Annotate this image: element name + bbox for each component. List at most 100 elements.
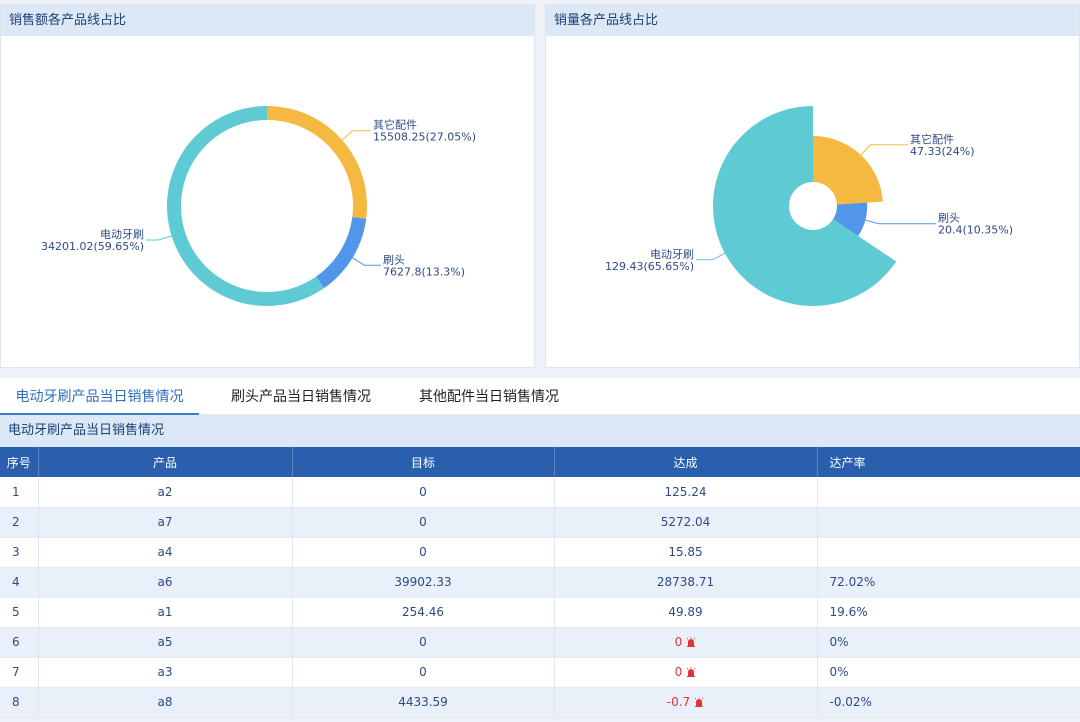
row-achieved: 28738.71 [554,567,818,598]
left-slice-name-1: 刷头 [383,253,405,266]
sales-amount-title: 销售额各产品线占比 [1,5,534,36]
tab-toothbrush[interactable]: 电动牙刷产品当日销售情况 [0,378,199,415]
left-slice-1[interactable] [316,217,367,289]
row-target-text: 0 [419,484,427,499]
row-product-text: a1 [157,605,173,619]
row-product: a4 [38,537,293,568]
row-target: 0 [292,477,555,508]
row-achieved-text: 28738.71 [656,575,715,589]
row-index: 2 [0,507,39,538]
row-index: 4 [0,567,39,598]
table-row[interactable]: 7 a3 0 0 0% [0,657,1080,688]
row-index: 8 [0,687,39,718]
table-row[interactable]: 4 a6 39902.33 28738.71 72.02% [0,567,1080,598]
sales-volume-title: 销量各产品线占比 [546,5,1079,36]
row-product-text: a4 [157,545,173,559]
row-achieved-text: 125.24 [664,484,707,499]
row-index: 3 [0,537,39,568]
row-achieved: 15.85 [554,537,818,568]
row-achieved: 0 [554,657,818,688]
header-rate[interactable]: 达产率 [817,447,1080,477]
tab-other-accessories[interactable]: 其他配件当日销售情况 [419,389,559,405]
sales-table: 序号 产品 目标 达成 达产率 1 a2 0 125.24 2 a7 0 5272.04 3 a4… [0,447,1080,718]
table-row[interactable]: 2 a7 0 5272.04 [0,507,1080,538]
row-rate-text: -0.02% [829,695,872,709]
row-target: 0 [292,657,555,688]
tab-brush-head[interactable]: 刷头产品当日销售情况 [231,389,371,405]
table-header-row: 序号 产品 目标 达成 达产率 [0,447,1080,477]
right-slice-value-1: 20.4(10.35%) [938,224,1013,237]
left-slice-value-2: 34201.02(59.65%) [41,240,144,253]
row-product-text: a6 [157,575,173,589]
row-index-text: 5 [12,605,20,619]
header-product[interactable]: 产品 [38,447,293,477]
row-rate: -0.02% [817,687,1080,718]
row-rate [817,507,1080,538]
row-index: 5 [0,597,39,628]
left-leader-line-2 [146,235,172,241]
row-target-text: 4433.59 [398,695,448,709]
right-slice-2[interactable] [712,106,897,306]
row-achieved: -0.7 [554,687,818,718]
row-index-text: 3 [12,545,20,559]
right-slice-1[interactable] [832,202,868,237]
row-rate: 72.02% [817,567,1080,598]
row-achieved-text: 0 [674,665,683,679]
sales-volume-panel: 销量各产品线占比 其它配件 47.33(24%) 刷头 20.4(10.35%) 电动牙… [545,4,1080,368]
row-target: 0 [292,627,555,658]
right-slice-0[interactable] [813,136,883,205]
row-index: 7 [0,657,39,688]
right-leader-line-2 [696,252,726,261]
row-achieved: 5272.04 [554,507,818,538]
right-slice-name-2: 电动牙刷 [650,248,694,261]
row-rate-text: 19.6% [829,605,868,619]
row-product: a8 [38,687,293,718]
table-row[interactable]: 5 a1 254.46 49.89 19.6% [0,597,1080,628]
row-product: a5 [38,627,293,658]
table-row[interactable]: 8 a8 4433.59 -0.7 -0.02% [0,687,1080,718]
right-leader-line-1 [865,219,936,225]
right-slice-name-0: 其它配件 [910,132,954,146]
row-target-text: 0 [419,665,427,679]
row-index-text: 1 [12,484,20,499]
row-product-text: a3 [157,665,173,679]
row-achieved-text: 49.89 [668,605,703,619]
header-index[interactable]: 序号 [0,447,39,477]
sales-amount-panel: 销售额各产品线占比 其它配件 15508.25(27.05%) 刷头 7627.8(1… [0,4,535,368]
row-product: a3 [38,657,293,688]
row-index: 1 [0,477,39,508]
left-slice-2[interactable] [166,106,324,307]
row-product: a1 [38,597,293,628]
table-row[interactable]: 3 a4 0 15.85 [0,537,1080,568]
right-leader-line-0 [860,144,908,156]
row-achieved: 49.89 [554,597,818,628]
left-slice-0[interactable] [267,106,367,219]
row-target: 4433.59 [292,687,555,718]
row-rate: 0% [817,657,1080,688]
row-product-text: a8 [157,695,173,709]
tab-bar: 电动牙刷产品当日销售情况 刷头产品当日销售情况 其他配件当日销售情况 [0,378,1080,415]
right-slice-value-2: 129.43(65.65%) [605,260,694,273]
row-achieved: 125.24 [554,477,818,508]
row-achieved-text: 0 [674,635,683,649]
row-rate-text: 0% [829,665,849,679]
table-row[interactable]: 1 a2 0 125.24 [0,477,1080,508]
row-product-text: a2 [157,484,173,499]
header-target[interactable]: 目标 [292,447,555,477]
alarm-icon [687,667,696,677]
alarm-icon [687,637,696,647]
header-achieved[interactable]: 达成 [554,447,818,477]
row-index: 6 [0,627,39,658]
row-index-text: 8 [12,695,20,709]
table-row[interactable]: 6 a5 0 0 0% [0,627,1080,658]
row-target-text: 0 [419,515,427,529]
left-slice-value-0: 15508.25(27.05%) [373,131,476,144]
row-index-text: 4 [12,575,20,589]
row-product: a6 [38,567,293,598]
row-target-text: 0 [419,545,427,559]
row-rate-text: 72.02% [829,575,876,589]
row-target-text: 254.46 [402,605,444,619]
alarm-icon [694,697,704,707]
